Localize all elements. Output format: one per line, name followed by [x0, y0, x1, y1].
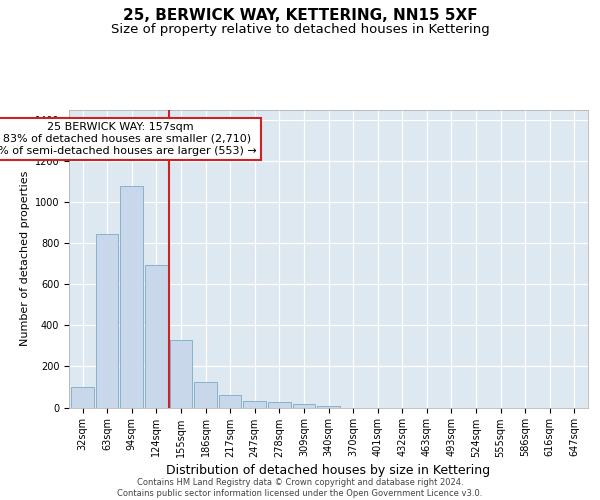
Bar: [268, 402, 290, 407]
Text: Size of property relative to detached houses in Kettering: Size of property relative to detached ho…: [110, 22, 490, 36]
Bar: [96, 234, 118, 408]
Bar: [194, 382, 217, 407]
X-axis label: Distribution of detached houses by size in Kettering: Distribution of detached houses by size …: [166, 464, 491, 476]
Bar: [170, 340, 192, 407]
Text: Contains HM Land Registry data © Crown copyright and database right 2024.
Contai: Contains HM Land Registry data © Crown c…: [118, 478, 482, 498]
Bar: [71, 387, 94, 407]
Text: 25 BERWICK WAY: 157sqm
← 83% of detached houses are smaller (2,710)
17% of semi-: 25 BERWICK WAY: 157sqm ← 83% of detached…: [0, 122, 257, 156]
Bar: [145, 265, 167, 408]
Text: 25, BERWICK WAY, KETTERING, NN15 5XF: 25, BERWICK WAY, KETTERING, NN15 5XF: [122, 8, 478, 22]
Bar: [219, 395, 241, 407]
Bar: [121, 186, 143, 408]
Bar: [317, 406, 340, 407]
Y-axis label: Number of detached properties: Number of detached properties: [20, 171, 31, 346]
Bar: [244, 400, 266, 407]
Bar: [293, 404, 315, 407]
